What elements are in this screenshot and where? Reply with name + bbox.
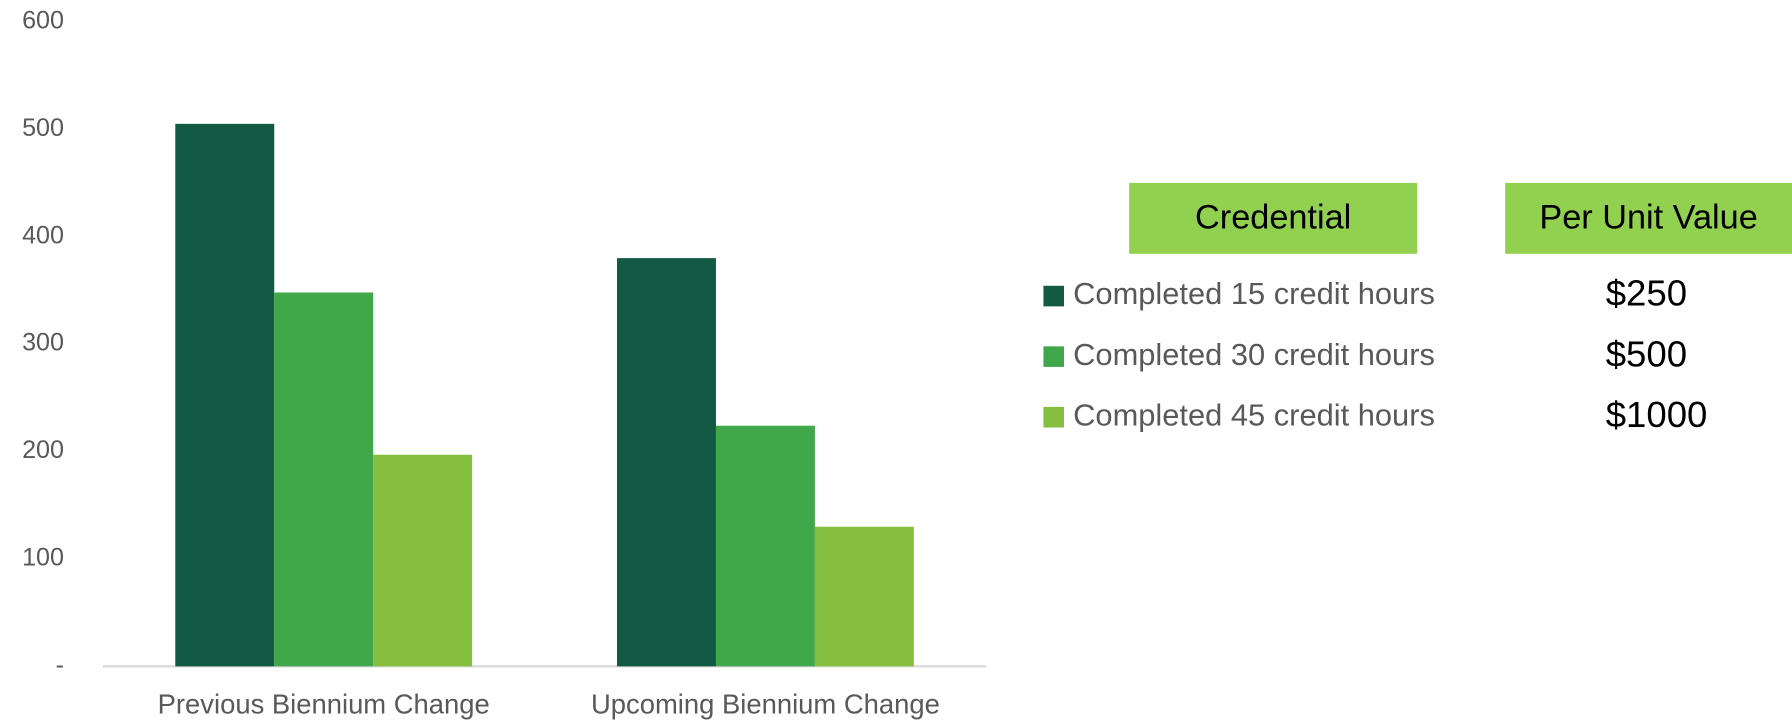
legend-swatch	[1043, 346, 1064, 367]
y-tick-label: 600	[22, 6, 64, 34]
header-label: Per Unit Value	[1539, 199, 1757, 237]
y-tick-label: 500	[22, 114, 64, 142]
legend-label: Completed 15 credit hours	[1073, 276, 1435, 311]
legend-label: Completed 30 credit hours	[1073, 337, 1435, 372]
legend-label: Completed 45 credit hours	[1073, 397, 1435, 432]
header-box	[1505, 182, 1792, 254]
legend-swatch	[1043, 406, 1064, 428]
unit-value: $250	[1606, 273, 1687, 314]
legend-swatch	[1043, 285, 1064, 307]
bar	[274, 292, 374, 667]
y-tick-label: 400	[22, 221, 64, 249]
x-tick-label: Upcoming Biennium Change	[591, 689, 940, 720]
unit-value: $1000	[1606, 394, 1708, 435]
bar	[373, 454, 473, 667]
bar	[175, 123, 275, 667]
y-tick-label: 100	[22, 544, 64, 572]
bar	[814, 526, 914, 667]
header-label: Credential	[1195, 199, 1351, 237]
y-tick-label: -	[56, 651, 64, 679]
x-tick-label: Previous Biennium Change	[158, 689, 490, 720]
y-tick-label: 200	[22, 436, 64, 464]
y-tick-label: 300	[22, 329, 64, 357]
header-box	[1129, 182, 1418, 254]
bar	[715, 425, 815, 667]
bar	[617, 258, 716, 667]
unit-value: $500	[1606, 333, 1687, 374]
